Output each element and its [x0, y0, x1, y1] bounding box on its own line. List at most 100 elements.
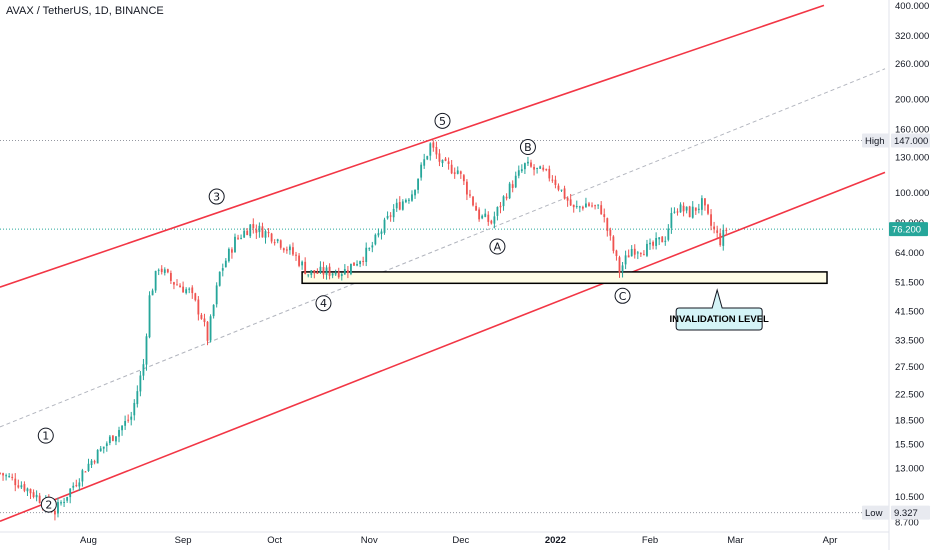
candle: [493, 211, 496, 229]
last-price-box: [889, 222, 928, 237]
candle: [417, 178, 420, 194]
candle: [285, 246, 288, 254]
candle-body: [560, 189, 563, 191]
candle-body: [331, 273, 334, 276]
candle: [435, 141, 438, 159]
x-tick-label: Dec: [452, 535, 469, 546]
wave-circle: [37, 427, 54, 444]
candle: [539, 165, 542, 169]
candle: [447, 157, 450, 170]
candle-body: [572, 204, 575, 208]
candle: [215, 282, 218, 308]
candle: [78, 478, 81, 491]
candle-body: [481, 215, 484, 219]
candle-body: [191, 287, 194, 294]
candle-body: [35, 494, 38, 498]
candle-body: [447, 161, 450, 164]
time-axis[interactable]: Aug Sep Oct Nov Dec 2022 Feb Mar Apr: [0, 531, 889, 546]
candle-body: [392, 208, 395, 218]
invalidation-callout[interactable]: INVALIDATION LEVEL: [669, 288, 769, 331]
candle-body: [350, 263, 352, 275]
price-tags: High 147.000 Low 9.327 76.200: [862, 133, 930, 520]
candle: [343, 264, 346, 275]
candle: [319, 261, 322, 274]
candle-body: [639, 253, 642, 255]
x-tick-label: Mar: [727, 535, 743, 546]
candle-body: [554, 179, 557, 185]
chart-title: AVAX / TetherUS, 1D, BINANCE: [6, 5, 164, 17]
high-low-guides: [0, 139, 885, 514]
candle: [38, 492, 41, 504]
candle: [20, 481, 23, 490]
candle: [157, 268, 160, 276]
candle: [221, 263, 224, 277]
candle-body: [697, 208, 700, 210]
candle: [551, 175, 554, 183]
candle-body: [606, 218, 609, 231]
candle-body: [267, 232, 270, 234]
candle: [725, 227, 728, 236]
candle: [261, 222, 264, 238]
candle: [316, 268, 319, 274]
candle: [130, 411, 133, 426]
candle-body: [319, 266, 322, 273]
invalidation-zone[interactable]: [301, 271, 828, 285]
wave-text: 4: [320, 297, 327, 310]
callout-bubble[interactable]: [675, 288, 763, 331]
candle: [340, 272, 343, 281]
candle-body: [60, 502, 62, 504]
candle: [523, 162, 526, 174]
candle: [408, 197, 410, 204]
candle: [472, 195, 474, 207]
candle-body: [536, 167, 539, 169]
candle: [124, 415, 127, 430]
candle: [557, 183, 560, 192]
candle-body: [337, 271, 340, 278]
candle-body: [96, 450, 99, 464]
candle-body: [655, 237, 658, 246]
candle-body: [667, 228, 670, 240]
candle-body: [688, 206, 691, 218]
wave-text: 1: [42, 430, 49, 443]
candle: [395, 198, 398, 212]
low-label: Low: [865, 508, 883, 519]
candle-body: [212, 304, 215, 317]
y-tick-label: 160.000: [895, 125, 929, 136]
candle-body: [118, 430, 120, 437]
candle: [160, 265, 163, 275]
candle: [298, 253, 300, 268]
candle: [560, 189, 563, 192]
invalidation-zone-group: [301, 271, 828, 285]
candle-body: [99, 448, 102, 452]
candle-body: [414, 189, 416, 196]
candle-body: [438, 153, 441, 162]
candle-body: [343, 269, 346, 275]
candle-body: [66, 496, 69, 501]
candle-body: [426, 156, 429, 160]
candle: [374, 233, 377, 246]
y-tick-label: 8.700: [895, 518, 919, 529]
candle: [115, 436, 117, 446]
candle: [636, 250, 639, 260]
candle-body: [502, 196, 505, 207]
price-axis[interactable]: 400.000 320.000 260.000 200.000 160.000 130.0…: [888, 0, 929, 550]
low-value: 9.327: [894, 508, 918, 519]
candle: [453, 167, 456, 179]
candle: [191, 285, 194, 299]
candle-body: [163, 269, 166, 273]
wave-label-5: 5: [434, 112, 451, 129]
candle-body: [649, 242, 651, 245]
candle: [84, 471, 87, 473]
candle-body: [661, 236, 664, 243]
candle-body: [658, 237, 661, 240]
x-tick-label: Sep: [175, 535, 192, 546]
candle-body: [520, 169, 523, 172]
candle: [279, 239, 282, 250]
wave-label-1: 1: [37, 427, 54, 444]
candle: [527, 156, 529, 166]
candle-body: [444, 158, 447, 161]
candle-body: [325, 267, 328, 275]
candle-body: [627, 255, 630, 258]
candle-body: [453, 172, 456, 174]
